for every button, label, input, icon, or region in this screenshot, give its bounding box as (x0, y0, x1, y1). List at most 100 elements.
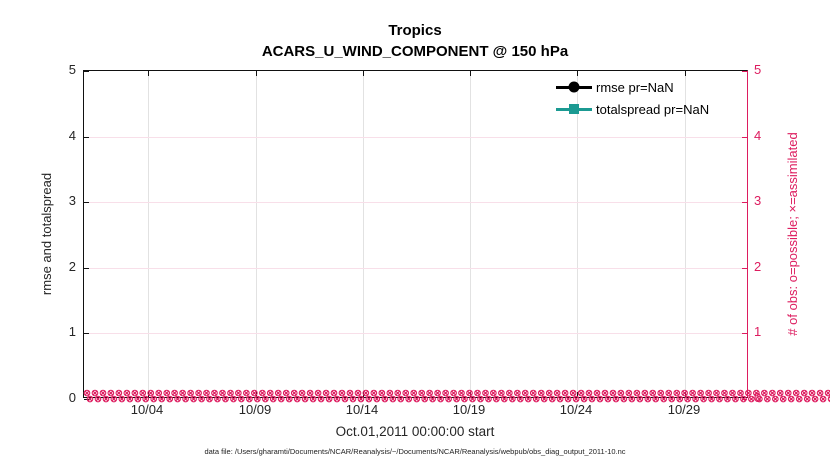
obs-possible-assimilated-marker: ⊗ (497, 388, 506, 399)
obs-possible-assimilated-marker: ⊗ (768, 388, 777, 399)
obs-possible-assimilated-marker: ⊗ (596, 394, 604, 405)
title-line-variable: ACARS_U_WIND_COMPONENT @ 150 hPa (261, 43, 569, 60)
obs-possible-assimilated-marker: ⊗ (553, 388, 562, 399)
obs-possible-assimilated-marker: ⊗ (420, 394, 429, 405)
y-tick-mark-left (84, 71, 89, 72)
x-tick-mark-top (470, 71, 471, 76)
obs-possible-assimilated-marker: ⊗ (611, 394, 620, 405)
obs-possible-assimilated-marker: ⊗ (672, 388, 681, 399)
y-tick-label-right: 3 (754, 193, 762, 208)
obs-possible-assimilated-marker: ⊗ (513, 388, 522, 399)
obs-possible-assimilated-marker: ⊗ (468, 394, 477, 405)
obs-possible-assimilated-marker: ⊗ (133, 394, 142, 405)
obs-possible-assimilated-marker: ⊗ (186, 388, 195, 399)
obs-possible-assimilated-marker: ⊗ (90, 388, 99, 399)
obs-possible-assimilated-marker: ⊗ (803, 394, 812, 405)
y-gridline (84, 137, 747, 138)
obs-possible-assimilated-marker: ⊗ (619, 394, 628, 405)
obs-possible-assimilated-marker: ⊗ (229, 394, 238, 405)
obs-possible-assimilated-marker: ⊗ (728, 388, 737, 399)
x-tick-mark-top (685, 71, 686, 76)
obs-possible-assimilated-marker: ⊗ (816, 388, 825, 399)
legend-label-totalspread: totalspread pr=NaN (596, 101, 710, 117)
obs-possible-assimilated-marker: ⊗ (253, 394, 262, 405)
x-tick-mark-bottom (685, 392, 686, 397)
obs-possible-assimilated-marker: ⊗ (545, 388, 554, 399)
obs-possible-assimilated-marker: ⊗ (369, 388, 378, 399)
obs-possible-assimilated-marker: ⊗ (540, 394, 549, 405)
rmse-line-sample (556, 81, 592, 93)
totalspread-square-marker-icon (569, 104, 579, 114)
obs-possible-assimilated-marker: ⊗ (747, 394, 756, 405)
obs-possible-assimilated-marker: ⊗ (197, 394, 206, 405)
obs-possible-assimilated-marker: ⊗ (643, 394, 652, 405)
y-tick-mark-right (742, 202, 747, 203)
obs-possible-assimilated-marker: ⊗ (353, 388, 362, 399)
obs-possible-assimilated-marker: ⊗ (444, 394, 453, 405)
y-tick-label-right: 4 (754, 128, 762, 143)
legend-entry-totalspread: totalspread pr=NaN (556, 101, 709, 117)
y-gridline (84, 333, 747, 334)
obs-possible-assimilated-marker: ⊗ (739, 394, 748, 405)
x-tick-mark-top (256, 71, 257, 76)
obs-possible-assimilated-marker: ⊗ (779, 394, 788, 405)
obs-possible-assimilated-marker: ⊗ (202, 388, 211, 399)
x-tick-label: 10/14 (345, 402, 379, 417)
y-tick-label-left: 4 (68, 128, 76, 143)
obs-possible-assimilated-marker: ⊗ (433, 388, 442, 399)
x-tick-mark-bottom (577, 392, 578, 397)
x-tick-mark-top (577, 71, 578, 76)
obs-possible-assimilated-marker: ⊗ (154, 388, 163, 399)
y-tick-mark-left (84, 202, 89, 203)
obs-possible-assimilated-marker: ⊗ (86, 394, 94, 405)
obs-possible-assimilated-marker: ⊗ (83, 388, 91, 399)
obs-possible-assimilated-marker: ⊗ (763, 394, 772, 405)
obs-possible-assimilated-marker: ⊗ (588, 394, 596, 405)
obs-possible-assimilated-marker: ⊗ (345, 388, 354, 399)
x-tick-label: 10/29 (667, 402, 701, 417)
obs-possible-assimilated-marker: ⊗ (242, 388, 251, 399)
obs-possible-assimilated-marker: ⊗ (608, 388, 617, 399)
x-tick-label: 10/19 (452, 402, 486, 417)
obs-possible-assimilated-marker: ⊗ (93, 394, 102, 405)
obs-possible-assimilated-marker: ⊗ (377, 388, 386, 399)
x-tick-mark-bottom (363, 392, 364, 397)
obs-possible-assimilated-marker: ⊗ (800, 388, 809, 399)
obs-possible-assimilated-marker: ⊗ (401, 388, 410, 399)
obs-possible-assimilated-marker: ⊗ (237, 394, 246, 405)
obs-possible-assimilated-marker: ⊗ (261, 394, 270, 405)
obs-possible-assimilated-marker: ⊗ (500, 394, 509, 405)
x-tick-mark-top (363, 71, 364, 76)
obs-possible-assimilated-marker: ⊗ (624, 388, 633, 399)
y-tick-mark-right (742, 71, 747, 72)
x-tick-label: 10/24 (559, 402, 593, 417)
obs-possible-assimilated-marker: ⊗ (572, 394, 581, 405)
obs-possible-assimilated-marker: ⊗ (484, 394, 493, 405)
obs-possible-assimilated-marker: ⊗ (808, 388, 817, 399)
obs-possible-assimilated-marker: ⊗ (388, 394, 397, 405)
x-gridline (363, 71, 364, 397)
obs-possible-assimilated-marker: ⊗ (795, 394, 804, 405)
x-tick-mark-bottom (470, 392, 471, 397)
obs-possible-assimilated-marker: ⊗ (106, 388, 115, 399)
obs-possible-assimilated-marker: ⊗ (269, 394, 278, 405)
obs-possible-assimilated-marker: ⊗ (146, 388, 155, 399)
obs-possible-assimilated-marker: ⊗ (720, 388, 729, 399)
obs-possible-assimilated-marker: ⊗ (508, 394, 517, 405)
x-gridline (148, 71, 149, 397)
obs-possible-assimilated-marker: ⊗ (723, 394, 732, 405)
obs-possible-assimilated-marker: ⊗ (385, 388, 394, 399)
obs-possible-assimilated-marker: ⊗ (731, 394, 740, 405)
y-tick-label-right: 0 (754, 390, 762, 405)
legend-entry-rmse: rmse pr=NaN (556, 79, 709, 95)
obs-possible-assimilated-marker: ⊗ (457, 388, 466, 399)
plot-title: Tropics ACARS_U_WIND_COMPONENT @ 150 hPa (0, 20, 830, 62)
obs-possible-assimilated-marker: ⊗ (699, 394, 708, 405)
obs-possible-assimilated-marker: ⊗ (157, 394, 166, 405)
obs-possible-assimilated-marker: ⊗ (221, 394, 230, 405)
obs-possible-assimilated-marker: ⊗ (341, 394, 349, 405)
obs-possible-assimilated-marker: ⊗ (704, 388, 713, 399)
obs-possible-assimilated-marker: ⊗ (564, 394, 573, 405)
rmse-circle-marker-icon (568, 81, 580, 93)
obs-possible-assimilated-marker: ⊗ (616, 388, 625, 399)
